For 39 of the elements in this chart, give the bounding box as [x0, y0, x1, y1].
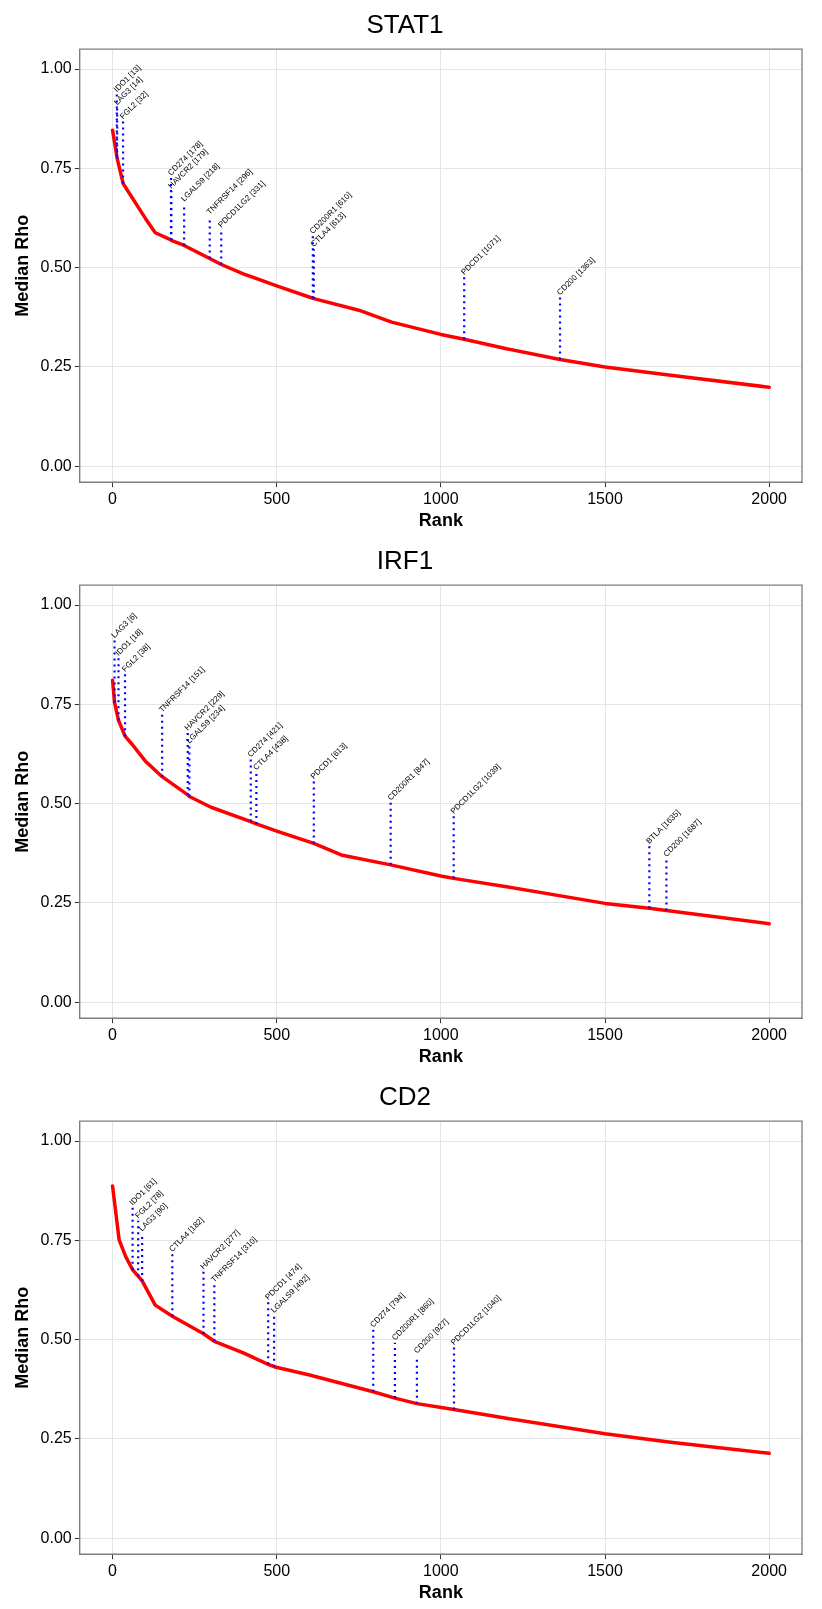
- y-tick-label: 0.25: [40, 357, 72, 375]
- x-tick-label: 1000: [423, 1026, 459, 1044]
- x-tick-label: 500: [263, 490, 291, 508]
- x-tick-label: 0: [108, 490, 118, 508]
- y-axis-title: Median Rho: [11, 750, 32, 853]
- y-tick-label: 0.25: [40, 893, 72, 911]
- x-tick-label: 2000: [751, 1026, 788, 1044]
- x-axis-title: Rank: [418, 1582, 464, 1603]
- y-tick-label: 0.00: [40, 1528, 72, 1546]
- x-axis-title: Rank: [418, 510, 464, 531]
- y-tick-label: 0.00: [40, 456, 72, 474]
- y-axis-title: Median Rho: [11, 1286, 32, 1389]
- y-tick-label: 0.50: [40, 258, 72, 276]
- x-tick-label: 1000: [423, 1562, 459, 1580]
- y-tick-label: 1.00: [40, 59, 72, 77]
- x-tick-label: 0: [108, 1562, 118, 1580]
- chart-title: IRF1: [376, 544, 434, 575]
- y-tick-label: 1.00: [40, 595, 72, 613]
- x-tick-label: 2000: [751, 1562, 788, 1580]
- x-tick-label: 500: [263, 1026, 291, 1044]
- chart-title: STAT1: [366, 8, 444, 39]
- x-tick-label: 500: [263, 1562, 291, 1580]
- x-tick-label: 1000: [423, 490, 459, 508]
- chart-title: CD2: [378, 1080, 432, 1111]
- y-tick-label: 0.75: [40, 158, 72, 176]
- x-axis-title: Rank: [418, 1046, 464, 1067]
- y-tick-label: 0.25: [40, 1429, 72, 1447]
- y-tick-label: 0.75: [40, 1230, 72, 1248]
- x-tick-label: 0: [108, 1026, 118, 1044]
- y-axis-title: Median Rho: [11, 214, 32, 317]
- y-tick-label: 0.00: [40, 992, 72, 1010]
- x-tick-label: 1500: [587, 490, 623, 508]
- x-tick-label: 1500: [587, 1562, 623, 1580]
- y-tick-label: 1.00: [40, 1131, 72, 1149]
- x-tick-label: 1500: [587, 1026, 623, 1044]
- y-tick-label: 0.50: [40, 1330, 72, 1348]
- y-tick-label: 0.50: [40, 794, 72, 812]
- y-tick-label: 0.75: [40, 694, 72, 712]
- x-tick-label: 2000: [751, 490, 788, 508]
